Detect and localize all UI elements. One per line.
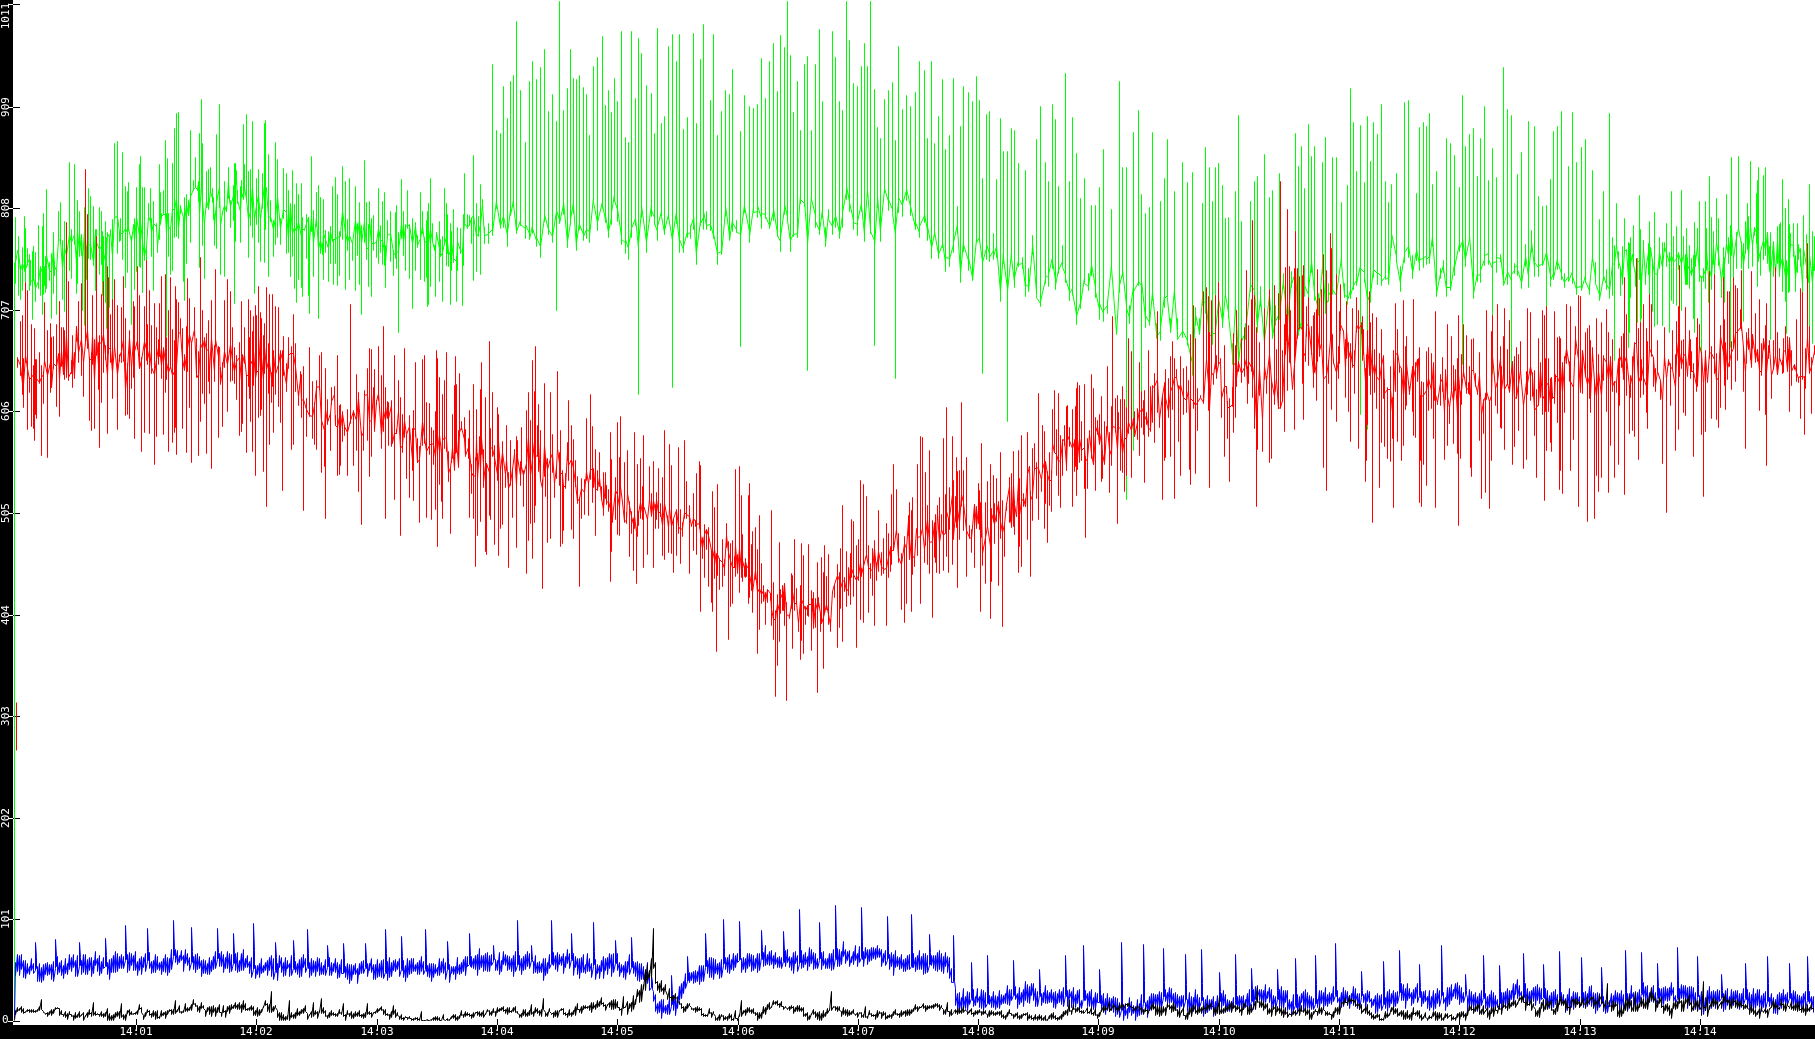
y-tick-label: 707 (0, 280, 12, 340)
x-tick-label: 14:11 (1322, 1026, 1355, 1038)
y-tick-label: 202 (0, 788, 12, 848)
x-tick-label: 14:10 (1202, 1026, 1235, 1038)
x-tick-label: 14:09 (1081, 1026, 1114, 1038)
x-tick-label: 14:06 (721, 1026, 754, 1038)
y-tick-label: 1011 (0, 0, 12, 46)
y-tick-label: 101 (0, 889, 12, 949)
x-tick-label: 14:08 (961, 1026, 994, 1038)
y-tick-label: 303 (0, 686, 12, 746)
x-tick-label: 14:02 (239, 1026, 272, 1038)
x-tick-label: 14:07 (841, 1026, 874, 1038)
y-tick-label: 404 (0, 585, 12, 645)
x-tick-label: 14:14 (1683, 1026, 1716, 1038)
x-tick-label: 14:01 (119, 1026, 152, 1038)
y-tick-label: 505 (0, 483, 12, 543)
y-tick-label: 909 (0, 77, 12, 137)
plot-area: 0 101 202 303 404 505 606 707 808 909 1011 14:01 14:… (0, 0, 1815, 1039)
x-tick-label: 14:03 (360, 1026, 393, 1038)
chart-canvas (0, 0, 1815, 1039)
x-tick-label: 14:05 (600, 1026, 633, 1038)
x-tick-label: 14:04 (480, 1026, 513, 1038)
x-tick-label: 14:12 (1442, 1026, 1475, 1038)
y-tick-label: 0 (2, 1014, 9, 1026)
y-tick-label: 606 (0, 381, 12, 441)
x-tick-label: 14:13 (1563, 1026, 1596, 1038)
y-tick-label: 808 (0, 178, 12, 238)
